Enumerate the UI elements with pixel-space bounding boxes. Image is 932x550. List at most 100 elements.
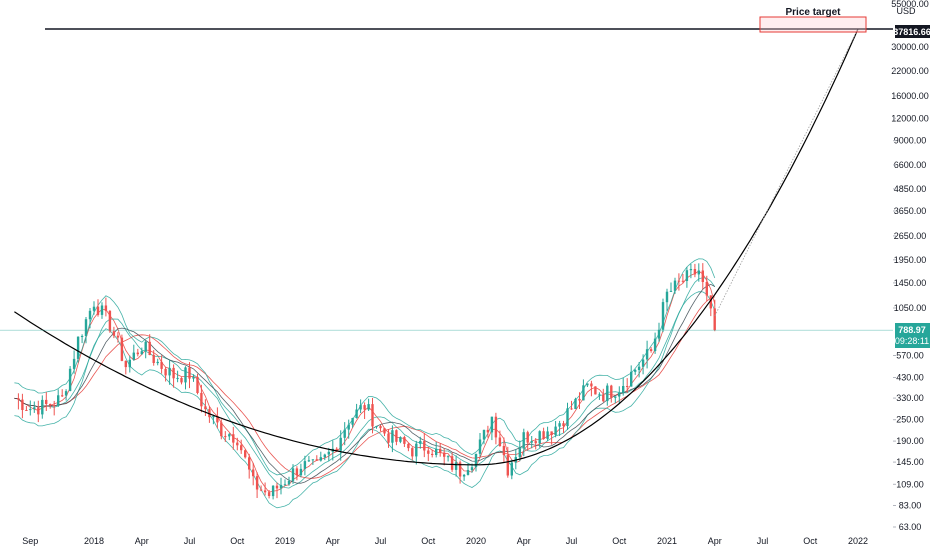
- candle-body: [606, 385, 609, 402]
- time-tick-label: 2018: [84, 536, 104, 546]
- candle-body: [474, 453, 478, 468]
- horizontal-line-price-text: 37816.66: [893, 27, 931, 37]
- candle-body: [407, 443, 410, 449]
- candle-body: [57, 395, 60, 406]
- candle-body: [232, 434, 235, 443]
- candle-body: [108, 310, 112, 332]
- candle-body: [295, 468, 299, 476]
- candle-body: [558, 423, 561, 427]
- moving-average-layer: [14, 258, 716, 509]
- candle-body: [291, 468, 295, 481]
- candle-body: [594, 386, 597, 395]
- candle-body: [649, 349, 653, 351]
- candle-body: [542, 431, 545, 439]
- price-target-box[interactable]: [759, 16, 867, 33]
- candle-body: [586, 383, 589, 386]
- time-tick-label: Oct: [803, 536, 818, 546]
- candle-body: [339, 437, 342, 451]
- price-tick-label: 1050.00: [894, 303, 927, 313]
- candle-body: [80, 336, 84, 337]
- candle-body: [72, 358, 76, 369]
- candle-body: [502, 446, 506, 456]
- ma-long-line: [14, 296, 715, 479]
- candle-body: [279, 484, 283, 489]
- candle-body: [371, 404, 374, 427]
- candle-body: [283, 484, 287, 486]
- candle-body: [510, 462, 513, 476]
- candle-body: [200, 392, 203, 407]
- time-axis: Sep 2018 Apr Jul Oct 2019 Apr Jul Oct 2020 Apr Jul O…: [22, 536, 868, 546]
- band-lower-line: [14, 291, 716, 509]
- candle-body: [626, 386, 629, 387]
- candle-body: [176, 377, 179, 379]
- candle-body: [180, 377, 183, 383]
- price-tick-label: 22000.00: [891, 66, 929, 76]
- candle-body: [598, 394, 601, 396]
- horizontal-line-layer: [0, 28, 893, 331]
- candle-body: [212, 416, 215, 418]
- price-tick-label: 30000.00: [891, 42, 929, 52]
- candle-body: [367, 404, 370, 410]
- time-tick-label: 2022: [848, 536, 868, 546]
- candle-body: [665, 291, 669, 303]
- candle-body: [132, 352, 135, 360]
- time-tick-label: 2021: [657, 536, 677, 546]
- candle-body: [116, 335, 120, 338]
- candle-body: [518, 448, 521, 458]
- candle-body: [446, 456, 450, 458]
- candle-body: [267, 492, 271, 496]
- candle-body: [29, 409, 32, 411]
- price-tick-label: 6600.00: [894, 160, 927, 170]
- horizontal-line-price-tag[interactable]: 37816.66: [893, 25, 931, 38]
- candle-body: [359, 405, 362, 410]
- time-tick-label: Jul: [375, 536, 387, 546]
- candle-body: [311, 459, 315, 461]
- candle-body: [435, 448, 438, 455]
- time-tick-label: 2019: [275, 536, 295, 546]
- candle-body: [578, 398, 581, 401]
- current-price-tag[interactable]: 788.97 09:28:11: [895, 323, 930, 348]
- candle-body: [104, 305, 108, 311]
- candle-body: [156, 361, 159, 364]
- candle-body: [61, 395, 64, 397]
- cup-curve[interactable]: [14, 28, 859, 466]
- time-tick-label: Oct: [612, 536, 627, 546]
- candle-body: [275, 485, 279, 489]
- time-tick-label: Jul: [757, 536, 769, 546]
- candle-body: [689, 269, 693, 271]
- candle-body: [685, 270, 689, 281]
- candle-body: [645, 349, 649, 360]
- candle-body: [347, 424, 350, 430]
- time-tick-label: Jul: [184, 536, 196, 546]
- price-axis-top-partial: 55000.00: [891, 0, 929, 9]
- candle-body: [196, 376, 199, 393]
- ma-dark-line: [14, 283, 715, 484]
- countdown-text: 09:28:11: [895, 336, 929, 346]
- time-tick-label: Apr: [135, 536, 149, 546]
- candle-body: [363, 405, 366, 410]
- candle-body: [466, 470, 470, 475]
- candle-body: [88, 310, 92, 320]
- price-axis: 55000.00 USD 30000.00 22000.00 16000.00 120…: [891, 0, 929, 532]
- price-tick-label: 63.00: [899, 522, 922, 532]
- price-tick-label: 16000.00: [891, 91, 929, 101]
- candle-body: [45, 399, 48, 404]
- candle-body: [323, 454, 326, 458]
- candle-body: [534, 441, 537, 444]
- candle-body: [307, 460, 311, 462]
- candle-body: [64, 391, 68, 396]
- candle-body: [415, 443, 418, 457]
- candle-body: [220, 422, 223, 437]
- candle-body: [709, 295, 712, 309]
- candle-body: [33, 407, 36, 410]
- candle-body: [610, 385, 613, 398]
- candle-body: [395, 430, 398, 442]
- candle-body: [172, 367, 175, 379]
- candle-body: [259, 489, 263, 491]
- candle-body: [41, 399, 44, 415]
- candle-body: [335, 448, 338, 451]
- candle-body: [486, 429, 490, 433]
- candle-body: [391, 430, 394, 443]
- candle-body: [622, 386, 625, 393]
